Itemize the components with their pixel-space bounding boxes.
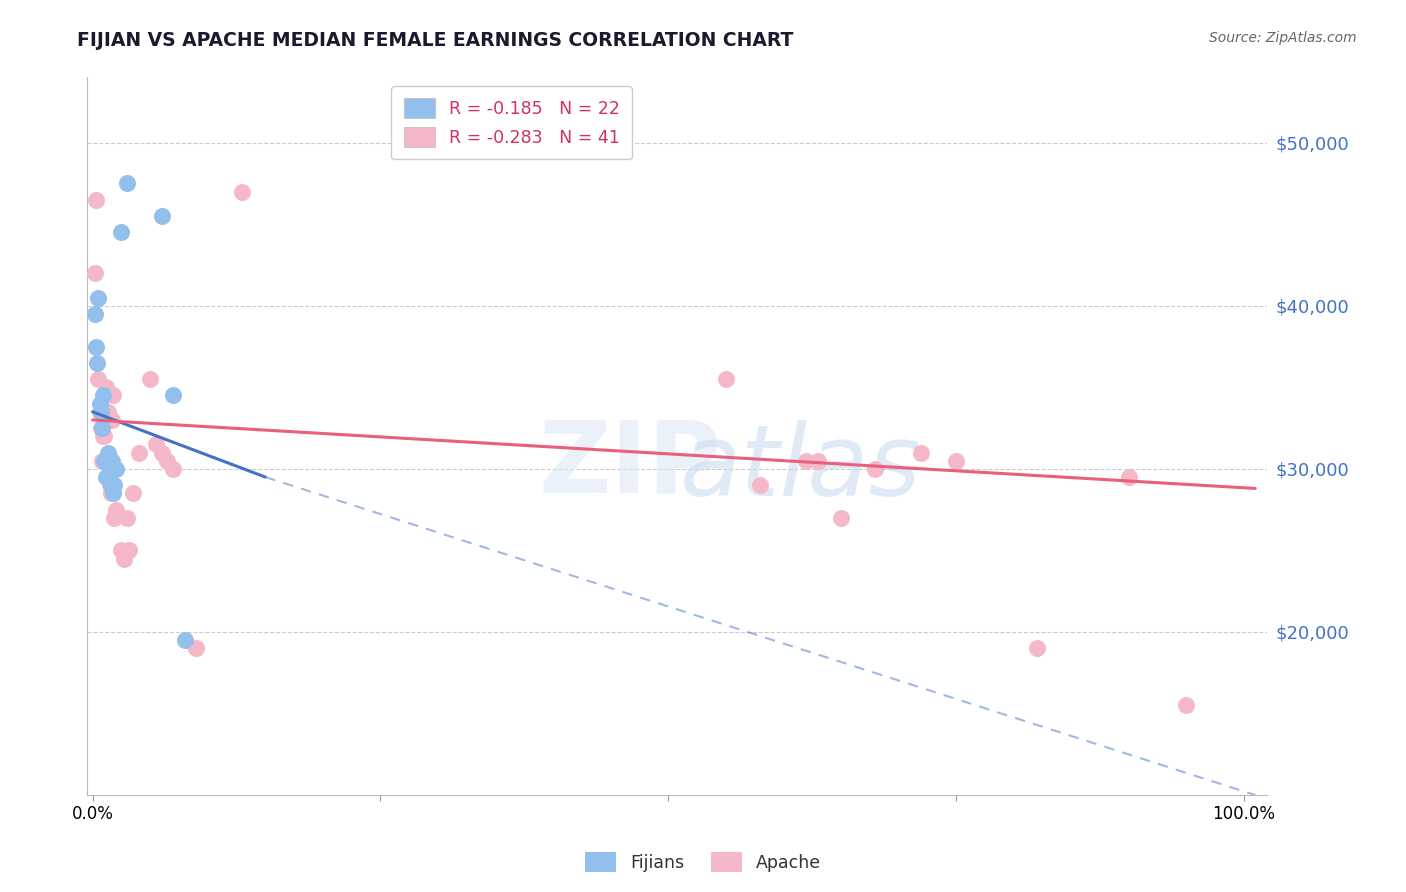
Point: [110, 543, 132, 558]
Point: [89, 405, 111, 419]
Point: [103, 486, 125, 500]
Point: [122, 486, 145, 500]
Point: [1175, 698, 1198, 713]
Point: [128, 445, 150, 459]
Point: [93, 429, 115, 443]
Point: [89, 397, 111, 411]
Point: [115, 510, 138, 524]
Point: [110, 226, 132, 240]
Point: [101, 413, 124, 427]
Point: [100, 478, 122, 492]
Point: [794, 453, 817, 467]
Point: [173, 633, 195, 648]
Point: [86, 356, 108, 370]
Point: [231, 185, 253, 199]
Point: [90, 421, 112, 435]
Point: [103, 510, 125, 524]
Point: [84, 340, 107, 354]
Point: [139, 372, 162, 386]
Point: [112, 551, 135, 566]
Point: [98, 462, 121, 476]
Point: [945, 453, 967, 467]
Point: [162, 388, 184, 402]
Point: [96, 380, 118, 394]
Point: [1118, 470, 1140, 484]
Point: [100, 486, 122, 500]
Point: [103, 478, 125, 492]
Point: [118, 543, 141, 558]
Point: [84, 307, 107, 321]
Text: atlas: atlas: [681, 420, 921, 517]
Point: [97, 445, 120, 459]
Point: [97, 405, 120, 419]
Point: [96, 470, 118, 484]
Point: [150, 209, 173, 223]
Point: [103, 388, 125, 402]
Point: [186, 641, 208, 656]
Point: [749, 478, 772, 492]
Point: [98, 478, 121, 492]
Text: FIJIAN VS APACHE MEDIAN FEMALE EARNINGS CORRELATION CHART: FIJIAN VS APACHE MEDIAN FEMALE EARNINGS …: [77, 31, 794, 50]
Point: [91, 388, 114, 402]
Legend: R = -0.185   N = 22, R = -0.283   N = 41: R = -0.185 N = 22, R = -0.283 N = 41: [391, 87, 631, 159]
Text: Source: ZipAtlas.com: Source: ZipAtlas.com: [1209, 31, 1357, 45]
Point: [807, 453, 830, 467]
Point: [714, 372, 737, 386]
Point: [104, 462, 127, 476]
Point: [115, 177, 138, 191]
Point: [90, 405, 112, 419]
Point: [150, 445, 173, 459]
Point: [145, 437, 167, 451]
Point: [865, 462, 887, 476]
Point: [162, 462, 184, 476]
Point: [156, 453, 179, 467]
Point: [93, 453, 115, 467]
Point: [84, 193, 107, 207]
Point: [90, 453, 112, 467]
Point: [101, 453, 124, 467]
Point: [87, 372, 110, 386]
Point: [1025, 641, 1047, 656]
Legend: Fijians, Apache: Fijians, Apache: [578, 845, 828, 879]
Point: [90, 421, 112, 435]
Point: [84, 266, 107, 280]
Point: [830, 510, 852, 524]
Text: ZIP: ZIP: [538, 417, 721, 514]
Point: [910, 445, 932, 459]
Point: [87, 291, 110, 305]
Point: [104, 502, 127, 516]
Point: [91, 429, 114, 443]
Point: [97, 453, 120, 467]
